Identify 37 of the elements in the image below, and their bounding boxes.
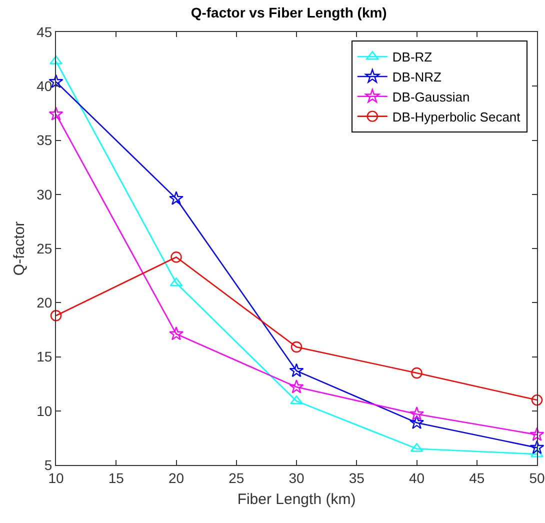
point	[530, 427, 544, 441]
x-tick-label: 50	[529, 470, 545, 486]
x-tick-label: 45	[469, 470, 485, 486]
point	[411, 367, 422, 379]
y-tick-label: 40	[36, 78, 52, 94]
legend-label: DB-RZ	[392, 50, 432, 65]
x-axis-title: Fiber Length (km)	[237, 490, 356, 508]
y-tick-label: 45	[36, 24, 52, 40]
x-tick-label: 30	[288, 470, 304, 486]
x-tick-label: 40	[408, 470, 425, 486]
point	[409, 415, 424, 430]
y-tick-label: 10	[36, 402, 52, 419]
legend-label: DB-Gaussian	[392, 89, 470, 104]
point	[50, 310, 62, 322]
point	[530, 440, 544, 454]
chart-title: Q-factor vs Fiber Length (km)	[190, 4, 387, 21]
point	[290, 341, 302, 353]
y-tick-label: 30	[36, 186, 52, 202]
x-tick-label: 25	[228, 470, 244, 486]
y-tick-label: 15	[36, 348, 52, 365]
x-tick-label: 20	[168, 470, 184, 486]
x-tick-label: 35	[348, 470, 365, 486]
y-tick-label: 20	[36, 294, 52, 311]
point	[409, 406, 424, 420]
legend-label: DB-Hyperbolic Secant	[392, 109, 521, 124]
y-axis-title: Q-factor	[10, 221, 28, 276]
y-tick-label: 35	[36, 132, 52, 148]
point	[289, 379, 304, 394]
y-tick-label: 25	[36, 240, 52, 256]
point	[289, 363, 304, 378]
x-tick-label: 15	[108, 470, 124, 486]
legend-label: DB-NRZ	[392, 70, 442, 85]
point	[531, 394, 543, 406]
point	[168, 191, 184, 205]
point	[168, 326, 184, 340]
point	[48, 106, 64, 121]
point	[170, 252, 182, 263]
